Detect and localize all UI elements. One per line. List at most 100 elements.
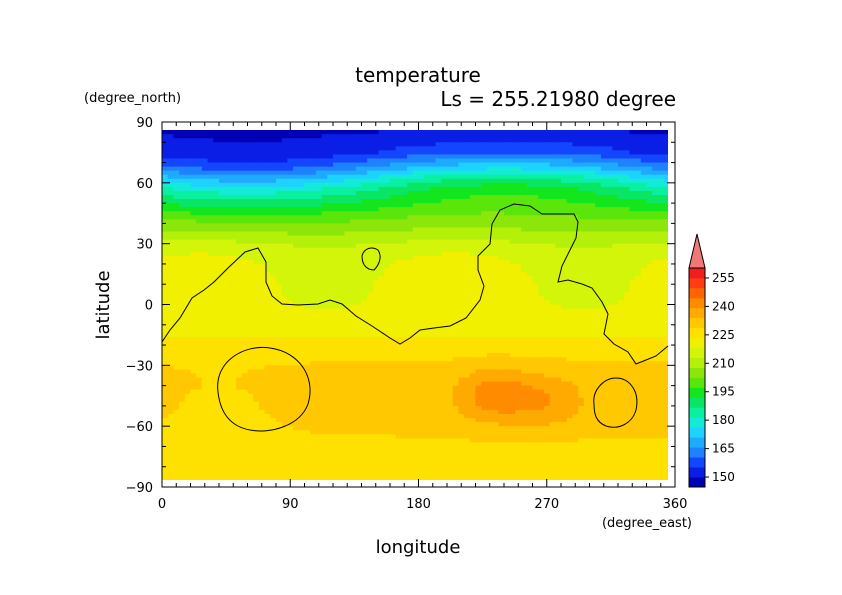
field-cell	[458, 219, 465, 224]
field-cell	[258, 235, 266, 241]
field-cell	[224, 308, 231, 314]
field-cell	[526, 288, 534, 293]
field-cell	[190, 292, 197, 297]
field-cell	[657, 247, 665, 253]
field-cell	[618, 320, 625, 326]
field-cell	[247, 263, 254, 269]
field-cell	[201, 288, 209, 293]
field-cell	[333, 158, 340, 164]
field-cell	[629, 308, 636, 314]
field-cell	[236, 195, 243, 200]
field-cell	[407, 284, 414, 289]
field-cell	[407, 304, 414, 310]
field-cell	[618, 300, 625, 306]
field-cell	[281, 195, 288, 200]
field-cell	[458, 186, 465, 192]
field-cell	[298, 182, 306, 188]
field-cell	[515, 268, 522, 273]
field-cell	[173, 227, 180, 233]
field-cell	[207, 300, 214, 306]
field-cell	[298, 142, 306, 147]
field-cell	[321, 162, 328, 168]
field-cell	[458, 272, 465, 277]
field-cell	[600, 308, 608, 314]
field-cell	[350, 150, 357, 156]
field-cell	[521, 174, 528, 180]
field-cell	[287, 263, 294, 269]
field-cell	[475, 341, 482, 346]
field-cell	[395, 292, 402, 297]
field-cell	[213, 268, 220, 273]
field-cell	[600, 199, 608, 204]
field-cell	[583, 332, 591, 338]
field-cell	[412, 142, 420, 147]
field-cell	[629, 288, 636, 293]
field-cell	[315, 247, 323, 253]
field-cell	[572, 134, 579, 139]
field-cell	[418, 166, 425, 172]
field-cell	[213, 174, 220, 180]
field-cell	[344, 341, 351, 346]
field-cell	[298, 276, 306, 281]
field-cell	[538, 195, 545, 200]
field-cell	[344, 255, 351, 261]
field-cell	[321, 203, 328, 208]
field-cell	[327, 146, 334, 151]
field-cell	[196, 276, 203, 281]
field-cell	[253, 190, 260, 196]
field-cell	[555, 146, 562, 151]
field-cell	[219, 259, 226, 265]
field-cell	[372, 130, 380, 131]
field-cell	[287, 134, 294, 139]
field-cell	[310, 134, 317, 139]
field-cell	[589, 211, 596, 216]
field-cell	[612, 288, 619, 293]
field-cell	[538, 259, 545, 265]
field-cell	[281, 166, 288, 172]
field-cell	[589, 243, 596, 249]
field-cell	[464, 276, 471, 281]
field-cell	[532, 130, 539, 135]
field-cell	[344, 251, 351, 257]
field-cell	[481, 227, 488, 233]
field-cell	[538, 268, 545, 273]
field-cell	[486, 146, 494, 151]
field-cell	[566, 263, 573, 269]
field-cell	[162, 247, 169, 253]
field-cell	[412, 150, 420, 156]
field-cell	[429, 308, 437, 314]
field-cell	[390, 190, 397, 196]
field-cell	[401, 223, 408, 229]
field-cell	[167, 199, 174, 204]
field-cell	[458, 316, 465, 322]
field-cell	[201, 328, 209, 334]
field-cell	[264, 154, 271, 160]
field-cell	[201, 332, 209, 338]
field-cell	[629, 341, 636, 346]
field-cell	[333, 247, 340, 253]
field-cell	[509, 239, 516, 245]
field-cell	[515, 251, 522, 257]
field-cell	[464, 292, 471, 297]
field-cell	[555, 239, 562, 245]
field-cell	[213, 239, 220, 245]
field-cell	[526, 134, 534, 139]
field-cell	[589, 130, 596, 135]
field-cell	[219, 247, 226, 253]
field-cell	[247, 316, 254, 322]
field-cell	[355, 207, 363, 212]
field-cell	[492, 304, 499, 310]
field-cell	[241, 190, 249, 196]
field-cell	[247, 341, 254, 346]
field-cell	[606, 162, 613, 168]
field-cell	[600, 195, 608, 200]
field-cell	[384, 239, 391, 245]
field-cell	[167, 300, 174, 306]
field-cell	[219, 142, 226, 147]
field-cell	[424, 219, 431, 224]
field-cell	[646, 259, 653, 265]
field-cell	[435, 255, 442, 261]
field-cell	[213, 162, 220, 168]
field-cell	[355, 146, 363, 151]
field-cell	[270, 336, 277, 342]
